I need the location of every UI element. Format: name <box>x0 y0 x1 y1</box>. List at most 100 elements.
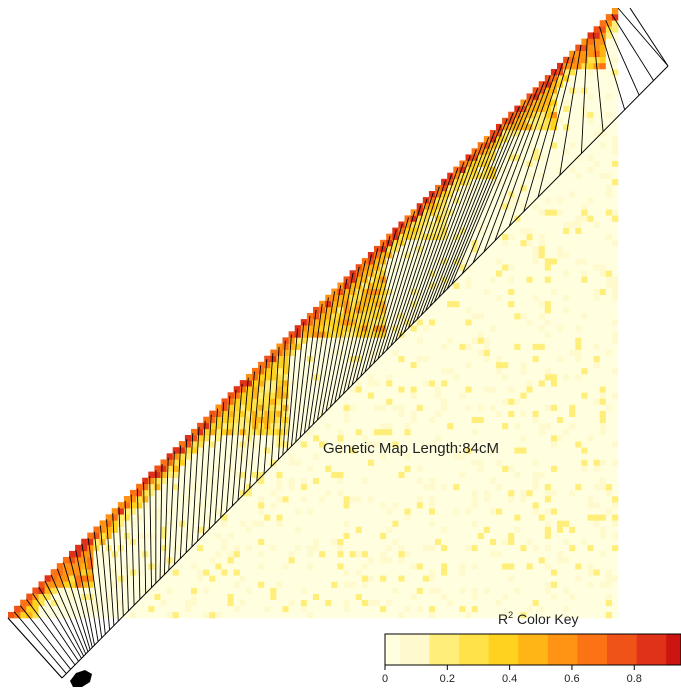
ld-cell <box>508 319 515 326</box>
ld-cell <box>611 355 619 363</box>
ld-cell <box>404 483 411 491</box>
ld-cell <box>282 453 289 460</box>
ld-cell <box>392 428 399 436</box>
ld-cell <box>459 447 466 454</box>
ld-cell <box>178 532 186 539</box>
ld-cell <box>502 270 509 277</box>
ld-cell <box>581 319 588 326</box>
ld-cell <box>569 148 576 155</box>
ld-cell <box>264 544 271 552</box>
ld-cell <box>355 428 363 436</box>
ld-cell <box>361 447 369 454</box>
ld-cell <box>599 270 607 277</box>
ld-cell <box>557 221 564 228</box>
ld-cell <box>270 575 277 582</box>
ld-cell <box>489 154 497 161</box>
ld-cell <box>422 422 430 430</box>
ld-cell <box>526 325 533 332</box>
ld-cell <box>483 514 491 521</box>
ld-cell <box>465 392 472 399</box>
ld-cell <box>459 435 466 442</box>
ld-cell <box>197 587 204 594</box>
ld-cell <box>569 154 576 161</box>
ld-cell <box>593 477 600 485</box>
ld-cell <box>313 386 320 393</box>
ld-cell <box>435 447 442 454</box>
ld-cell <box>489 294 497 302</box>
ld-cell <box>258 374 265 381</box>
ld-cell <box>355 477 363 485</box>
ld-cell <box>404 288 411 295</box>
ld-cell <box>605 544 613 552</box>
ld-cell <box>209 496 216 503</box>
ld-cell <box>184 532 192 539</box>
ld-cell <box>288 386 295 393</box>
ld-cell <box>575 532 582 539</box>
ld-cell <box>496 483 503 491</box>
ld-cell <box>184 441 192 448</box>
ld-cell <box>557 349 564 356</box>
ld-cell <box>557 398 564 405</box>
ld-cell <box>435 349 442 356</box>
ld-cell <box>398 599 405 607</box>
ld-cell <box>319 422 326 430</box>
ld-cell <box>209 557 216 564</box>
ld-cell <box>380 404 387 411</box>
ld-cell <box>367 508 375 515</box>
ld-cell <box>422 197 430 204</box>
ld-cell <box>361 581 369 588</box>
ld-cell <box>611 81 619 88</box>
ld-cell <box>282 557 289 564</box>
ld-cell <box>258 428 265 436</box>
ld-cell <box>581 502 588 509</box>
ld-cell <box>398 227 405 234</box>
ld-cell <box>441 465 448 472</box>
ld-cell <box>526 496 533 503</box>
ld-cell <box>520 306 527 314</box>
ld-cell <box>514 154 521 161</box>
ld-cell <box>435 300 442 308</box>
ld-cell <box>575 593 582 600</box>
ld-cell <box>374 276 381 283</box>
ld-cell <box>557 136 564 143</box>
ld-cell <box>550 404 558 411</box>
ld-cell <box>398 325 405 332</box>
ld-cell <box>593 410 600 417</box>
ld-cell <box>142 611 149 619</box>
ld-cell <box>300 587 308 594</box>
ld-cell <box>422 288 430 295</box>
ld-cell <box>459 496 466 503</box>
ld-cell <box>264 447 271 454</box>
ld-cell <box>392 496 399 503</box>
ld-cell <box>581 496 588 503</box>
ld-cell <box>197 563 204 570</box>
ld-cell <box>520 520 527 527</box>
ld-cell <box>361 355 369 363</box>
ld-cell <box>209 520 216 527</box>
ld-cell <box>532 209 539 216</box>
ld-cell <box>264 550 271 558</box>
ld-cell <box>215 544 222 552</box>
ld-cell <box>404 471 411 478</box>
ld-cell <box>270 404 277 411</box>
ld-cell <box>508 361 515 369</box>
ld-cell <box>563 245 570 253</box>
ld-cell <box>581 404 588 411</box>
ld-cell <box>465 184 472 192</box>
ld-cell <box>435 435 442 442</box>
ld-cell <box>239 398 247 405</box>
ld-cell <box>611 331 619 338</box>
ld-cell <box>294 459 302 466</box>
ld-cell <box>300 544 308 552</box>
ld-cell <box>184 465 192 472</box>
ld-cell <box>447 343 454 350</box>
ld-cell <box>544 508 552 515</box>
ld-cell <box>294 581 302 588</box>
ld-cell <box>136 489 143 497</box>
ld-cell <box>215 435 222 442</box>
ld-cell <box>563 142 570 149</box>
ld-cell <box>532 520 539 527</box>
ld-cell <box>300 471 308 478</box>
ld-cell <box>465 435 472 442</box>
ld-cell <box>300 392 308 399</box>
